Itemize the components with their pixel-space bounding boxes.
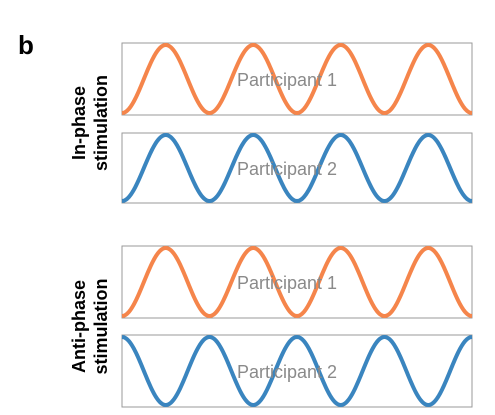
participant-label: Participant 1 — [237, 70, 337, 90]
panel-label: b — [18, 30, 34, 60]
group-title-line: In-phase — [69, 86, 89, 160]
group-title: Anti-phase stimulation — [69, 278, 111, 374]
participant-label: Participant 1 — [237, 273, 337, 293]
group-title-line: Anti-phase — [69, 280, 89, 373]
wave — [121, 43, 473, 116]
wave — [121, 133, 473, 204]
wave — [121, 334, 473, 407]
participant-label: Participant 2 — [237, 159, 337, 179]
group-title-line: stimulation — [91, 75, 111, 171]
group-title: In-phase stimulation — [69, 75, 111, 171]
group-title-line: stimulation — [91, 278, 111, 374]
wave — [121, 246, 473, 319]
participant-label: Participant 2 — [237, 362, 337, 382]
